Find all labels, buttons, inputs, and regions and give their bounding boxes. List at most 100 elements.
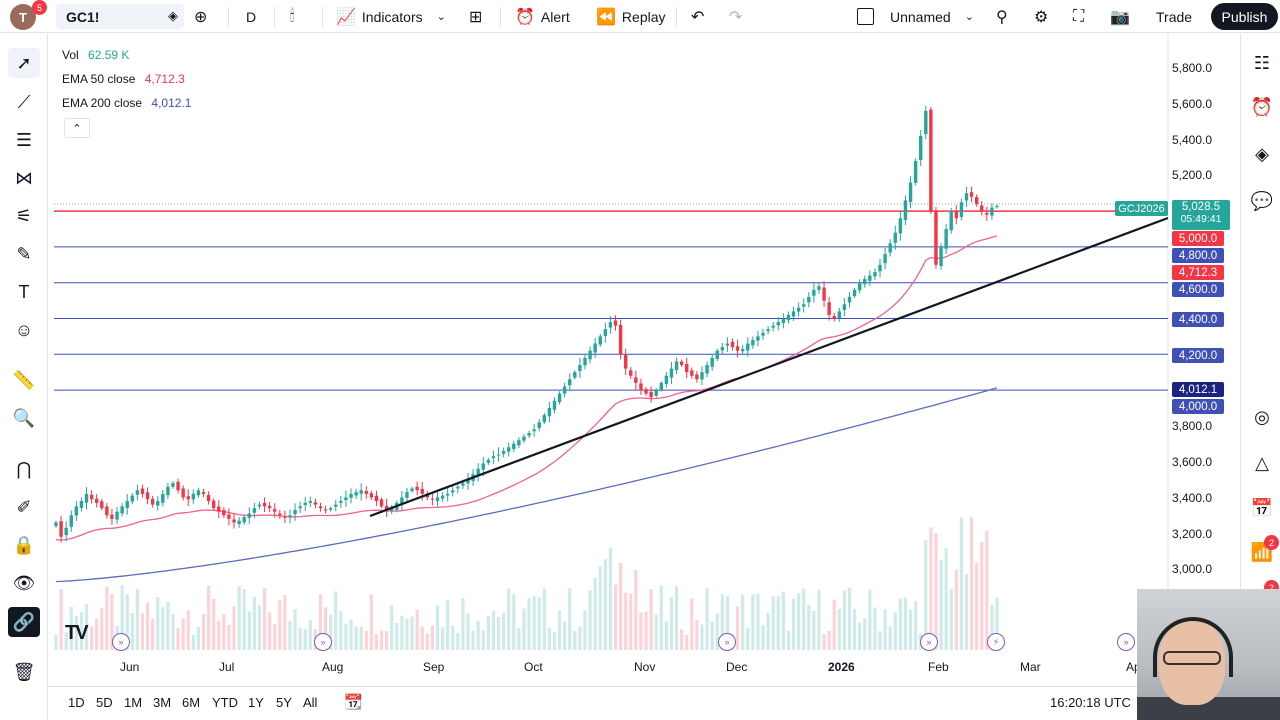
sync-drawings-tool[interactable]: 🔗 bbox=[8, 607, 40, 637]
interval-button[interactable]: D bbox=[246, 0, 256, 33]
volume-legend[interactable]: Vol 62.59 K bbox=[62, 48, 129, 62]
volume-bar bbox=[206, 585, 211, 650]
volume-bar bbox=[476, 621, 480, 650]
volume-bar bbox=[878, 631, 882, 650]
candle-body bbox=[756, 336, 760, 341]
divider bbox=[676, 7, 677, 27]
volume-bar bbox=[771, 596, 775, 650]
target-button[interactable]: ◎ bbox=[1247, 402, 1277, 432]
range-all[interactable]: All bbox=[303, 695, 318, 710]
trade-button[interactable]: Trade bbox=[1156, 0, 1192, 33]
calendar-button[interactable]: 📅 bbox=[1247, 493, 1277, 523]
volume-bar bbox=[634, 570, 638, 650]
ema200-legend[interactable]: EMA 200 close 4,012.1 bbox=[62, 96, 191, 110]
range-5d[interactable]: 5D bbox=[96, 695, 113, 710]
calendar-icon: 📅 bbox=[1250, 497, 1274, 518]
layers-icon: ◈ bbox=[1255, 143, 1269, 164]
watchlist-button[interactable]: ☷ bbox=[1247, 48, 1277, 78]
range-1d[interactable]: 1D bbox=[68, 695, 85, 710]
redo-button[interactable]: ↷ bbox=[729, 0, 748, 33]
chevron-down-icon[interactable]: ⌄ bbox=[964, 11, 974, 23]
brush-tool[interactable]: ✎ bbox=[8, 239, 40, 269]
event-marker-icon[interactable]: » bbox=[314, 633, 332, 651]
pattern-tool[interactable]: ⋈ bbox=[8, 163, 40, 193]
candle-body bbox=[267, 505, 272, 509]
publish-button[interactable]: Publish bbox=[1211, 3, 1278, 30]
lightning-event-icon[interactable]: ⚡ bbox=[987, 633, 1005, 651]
range-ytd[interactable]: YTD bbox=[212, 695, 238, 710]
event-marker-icon[interactable]: » bbox=[1117, 633, 1135, 651]
remove-drawings-tool[interactable]: 🗑 bbox=[8, 657, 40, 687]
hide-drawings-tool[interactable]: 👁 bbox=[8, 568, 40, 598]
volume-bar bbox=[288, 620, 292, 650]
lock-drawings-tool[interactable]: 🔒 bbox=[8, 530, 40, 560]
zoom-tool[interactable]: 🔍 bbox=[8, 403, 40, 433]
volume-bar bbox=[598, 566, 602, 650]
layout-button[interactable]: Unnamed ⌄ bbox=[857, 0, 974, 33]
chart-type-button[interactable]: 🕯 bbox=[290, 0, 301, 33]
settings-button[interactable]: ⚙ bbox=[1034, 0, 1054, 33]
undo-button[interactable]: ↶ bbox=[691, 0, 710, 33]
pine-button[interactable]: △ bbox=[1247, 448, 1277, 478]
candle-body bbox=[980, 205, 984, 212]
trendline-tool[interactable]: ⟋ bbox=[8, 87, 40, 117]
range-5y[interactable]: 5Y bbox=[276, 695, 292, 710]
emoji-tool[interactable]: ☺ bbox=[8, 315, 40, 345]
symbol-search[interactable]: GC1! ◈ bbox=[56, 4, 184, 29]
ema50-line bbox=[55, 235, 998, 541]
candle-body bbox=[501, 450, 506, 454]
price-chart[interactable] bbox=[48, 34, 1240, 682]
candle-body bbox=[303, 502, 307, 506]
event-marker-icon[interactable]: » bbox=[718, 633, 736, 651]
candle-body bbox=[288, 515, 292, 518]
templates-button[interactable]: ⊞ bbox=[469, 0, 488, 33]
range-3m[interactable]: 3M bbox=[153, 695, 172, 710]
event-marker-icon[interactable]: » bbox=[112, 633, 130, 651]
volume-bar bbox=[130, 612, 134, 650]
measure-tool[interactable]: 📏 bbox=[8, 365, 40, 395]
ema50-legend[interactable]: EMA 50 close 4,712.3 bbox=[62, 72, 185, 86]
tradingview-logo[interactable]: TV bbox=[65, 622, 89, 644]
indicators-button[interactable]: 📈 Indicators ⌄ bbox=[336, 0, 446, 33]
volume-bar bbox=[268, 612, 272, 650]
stay-drawing-tool[interactable]: ✐ bbox=[8, 492, 40, 522]
replay-button[interactable]: ⏪ Replay bbox=[596, 0, 666, 33]
layers-button[interactable]: ◈ bbox=[1247, 139, 1277, 169]
calendar-arrow-icon: 📆 bbox=[344, 694, 363, 711]
candle-body bbox=[512, 443, 516, 450]
candle-body bbox=[125, 501, 129, 508]
chevron-down-icon[interactable]: ⌄ bbox=[436, 11, 446, 23]
event-marker-icon[interactable]: » bbox=[920, 633, 938, 651]
cursor-tool[interactable]: ➚ bbox=[8, 48, 40, 78]
range-1m[interactable]: 1M bbox=[124, 695, 143, 710]
volume-bar bbox=[379, 630, 384, 650]
fullscreen-button[interactable]: ⛶ bbox=[1073, 0, 1090, 33]
candle-body bbox=[629, 370, 633, 376]
volume-label: Vol bbox=[62, 48, 79, 62]
utc-clock[interactable]: 16:20:18 UTC bbox=[1050, 695, 1131, 710]
candle-body bbox=[893, 232, 897, 243]
candle-body bbox=[883, 254, 887, 264]
range-6m[interactable]: 6M bbox=[182, 695, 201, 710]
fib-tool[interactable]: ☰ bbox=[8, 125, 40, 155]
forecast-tool[interactable]: ⚟ bbox=[8, 201, 40, 231]
alert-button[interactable]: ⏰ Alert bbox=[515, 0, 570, 33]
text-tool[interactable]: T bbox=[8, 277, 40, 307]
snapshot-button[interactable]: 📷 bbox=[1110, 0, 1136, 33]
volume-bar bbox=[262, 588, 267, 650]
time-tick: Sep bbox=[423, 660, 445, 674]
volume-bar bbox=[903, 597, 908, 650]
goto-date-button[interactable]: 📆 bbox=[344, 693, 363, 711]
chat-button[interactable]: 💬 bbox=[1247, 186, 1277, 216]
user-avatar[interactable]: T bbox=[10, 4, 36, 30]
quick-search-button[interactable]: ⚲ bbox=[996, 0, 1014, 33]
diamond-icon[interactable]: ◈ bbox=[168, 8, 178, 23]
volume-bar bbox=[552, 632, 557, 650]
range-1y[interactable]: 1Y bbox=[248, 695, 264, 710]
candle-body bbox=[451, 490, 455, 493]
candle-body bbox=[568, 379, 572, 386]
collapse-legend-button[interactable]: ⌃ bbox=[64, 118, 90, 138]
alerts-panel-button[interactable]: ⏰ bbox=[1247, 92, 1277, 122]
compare-symbol-button[interactable]: ⊕ bbox=[194, 0, 213, 33]
magnet-tool[interactable]: ⋂ bbox=[8, 454, 40, 484]
